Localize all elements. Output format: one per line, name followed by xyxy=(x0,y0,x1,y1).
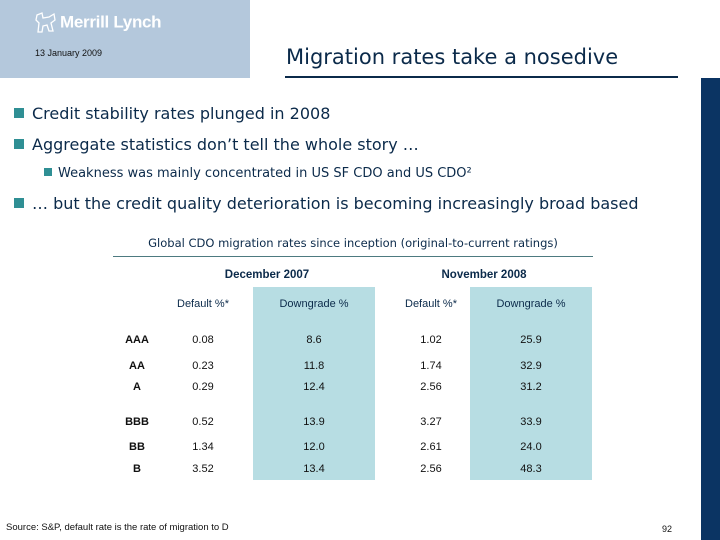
table-cell: 12.4 xyxy=(303,381,325,393)
table-cell: 12.0 xyxy=(303,441,325,453)
table-cell: 0.29 xyxy=(192,381,214,393)
bullet-square-icon xyxy=(14,108,24,118)
downgrade-band xyxy=(470,287,592,480)
bull-icon xyxy=(35,12,56,33)
merrill-lynch-logo: Merrill Lynch xyxy=(34,11,162,35)
right-accent-bar xyxy=(701,78,720,540)
table-cell: 25.9 xyxy=(520,334,542,346)
table-cell: 13.4 xyxy=(303,463,325,475)
source-note: Source: S&P, default rate is the rate of… xyxy=(6,522,229,533)
table-cell: 11.8 xyxy=(303,360,325,372)
table-cell: 32.9 xyxy=(520,360,542,372)
table-cell: 33.9 xyxy=(520,416,542,428)
column-header: Downgrade % xyxy=(279,298,349,310)
table-cell: 2.61 xyxy=(420,441,442,453)
title-underline xyxy=(285,76,678,78)
column-header: Default %* xyxy=(177,298,229,310)
caption-divider xyxy=(113,256,593,257)
column-header: Downgrade % xyxy=(496,298,566,310)
header-panel: Merrill Lynch 13 January 2009 xyxy=(0,0,250,78)
table-cell: 0.23 xyxy=(192,360,214,372)
row-rating: AA xyxy=(129,360,145,372)
table-cell: 13.9 xyxy=(303,416,325,428)
group-header: November 2008 xyxy=(441,269,527,281)
downgrade-band xyxy=(253,287,375,480)
table-cell: 48.3 xyxy=(520,463,542,475)
row-rating: A xyxy=(133,381,141,393)
table-cell: 1.74 xyxy=(420,360,442,372)
bullet-item: … but the credit quality deterioration i… xyxy=(14,194,639,213)
group-header: December 2007 xyxy=(224,269,310,281)
table-cell: 3.27 xyxy=(420,416,442,428)
table-cell: 2.56 xyxy=(420,381,442,393)
bullet-item: Credit stability rates plunged in 2008 xyxy=(14,104,330,123)
column-header: Default %* xyxy=(405,298,457,310)
table-cell: 0.52 xyxy=(192,416,214,428)
table-cell: 8.6 xyxy=(306,334,322,346)
table-cell: 0.08 xyxy=(192,334,214,346)
bullet-square-icon xyxy=(44,168,52,176)
table-cell: 3.52 xyxy=(192,463,214,475)
table-cell: 1.34 xyxy=(192,441,214,453)
page-number: 92 xyxy=(662,524,673,534)
bullet-square-icon xyxy=(14,198,24,208)
row-rating: B xyxy=(133,463,141,475)
row-rating: AAA xyxy=(125,334,149,346)
slide-title: Migration rates take a nosedive xyxy=(286,45,619,69)
row-rating: BB xyxy=(129,441,145,453)
table-cell: 1.02 xyxy=(420,334,442,346)
table-cell: 24.0 xyxy=(520,441,542,453)
row-rating: BBB xyxy=(125,416,149,428)
sub-bullet-item: Weakness was mainly concentrated in US S… xyxy=(44,166,472,181)
slide-date: 13 January 2009 xyxy=(35,48,103,58)
table-cell: 31.2 xyxy=(520,381,542,393)
table-cell: 2.56 xyxy=(420,463,442,475)
brand-name: Merrill Lynch xyxy=(60,12,162,32)
bullet-square-icon xyxy=(14,139,24,149)
bullet-item: Aggregate statistics don’t tell the whol… xyxy=(14,135,419,154)
table-caption: Global CDO migration rates since incepti… xyxy=(148,236,558,250)
